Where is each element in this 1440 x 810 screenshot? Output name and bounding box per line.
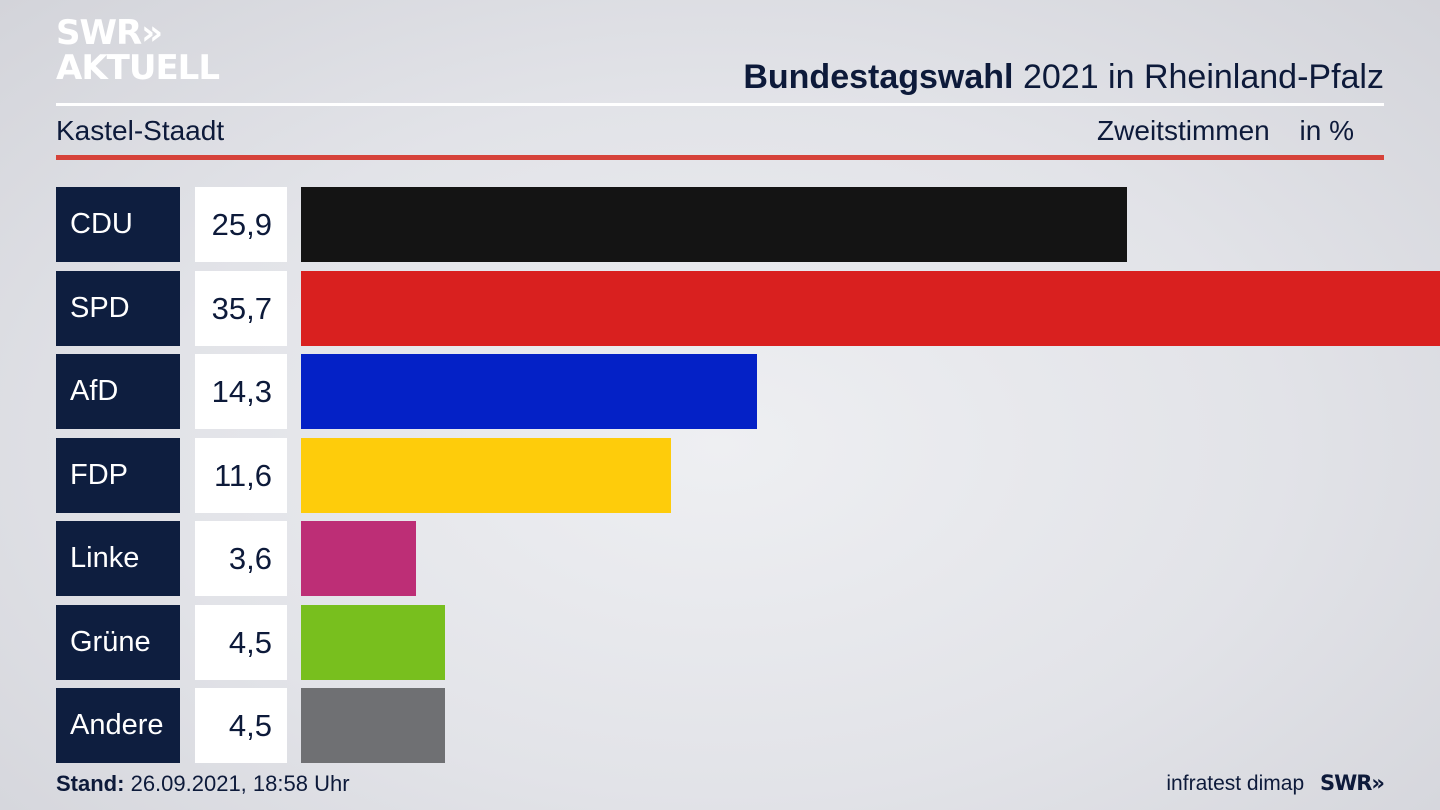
measure-label: Zweitstimmen in % <box>1097 115 1354 147</box>
party-label: AfD <box>56 354 180 429</box>
header-divider <box>56 103 1384 106</box>
stand-label: Stand: <box>56 771 125 796</box>
party-label: Grüne <box>56 604 180 680</box>
value-label: 4,5 <box>195 688 287 763</box>
logo-line-aktuell: AKTUELL <box>56 48 220 88</box>
accent-divider <box>56 155 1384 160</box>
source-credit: infratest dimap SWR» <box>1166 771 1385 796</box>
title-rest: 2021 in Rheinland-Pfalz <box>1022 58 1384 96</box>
timestamp: Stand: 26.09.2021, 18:58 Uhr <box>56 771 350 797</box>
party-label: CDU <box>56 187 180 262</box>
bar <box>301 604 445 680</box>
measure-unit: in % <box>1299 115 1354 146</box>
party-label: FDP <box>56 437 180 513</box>
bar <box>301 354 757 429</box>
party-label: Andere <box>56 688 180 763</box>
value-label: 11,6 <box>195 437 287 513</box>
constituency-name: Kastel-Staadt <box>56 115 225 146</box>
measure-name: Zweitstimmen <box>1097 115 1270 146</box>
bar <box>301 437 671 513</box>
value-label: 3,6 <box>195 521 287 596</box>
value-label: 35,7 <box>195 270 287 346</box>
bar <box>301 187 1127 262</box>
value-label: 4,5 <box>195 604 287 680</box>
bar <box>301 521 416 596</box>
value-label: 25,9 <box>195 187 287 262</box>
value-label: 14,3 <box>195 354 287 429</box>
bar <box>301 688 445 763</box>
party-label: Linke <box>56 521 180 596</box>
swr-aktuell-logo: SWR» AKTUELL <box>56 13 220 88</box>
stand-value: 26.09.2021, 18:58 Uhr <box>130 771 350 796</box>
logo-line-swr: SWR» <box>56 13 163 53</box>
chart-title: Bundestagswahl 2021 in Rheinland-Pfalz <box>743 58 1384 97</box>
title-bold: Bundestagswahl <box>743 58 1014 96</box>
bar <box>301 270 1440 346</box>
source-name: infratest dimap <box>1166 772 1305 795</box>
swr-logo-small: SWR» <box>1319 771 1385 795</box>
party-label: SPD <box>56 270 180 346</box>
